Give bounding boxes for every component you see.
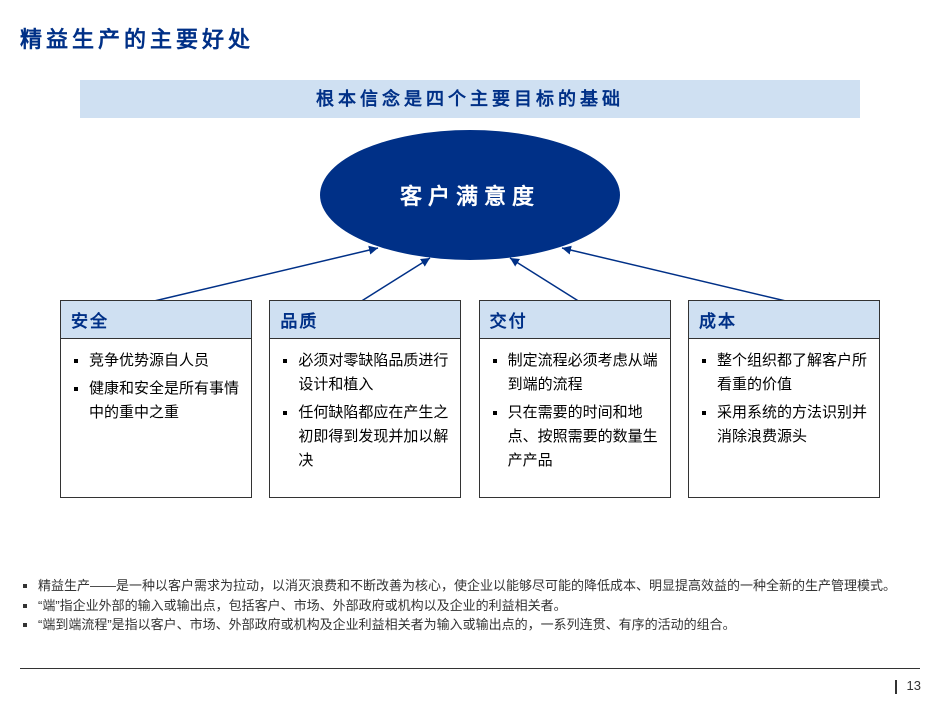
card-safety: 安全 竞争优势源自人员 健康和安全是所有事情中的重中之重	[60, 300, 252, 498]
card-item: 任何缺陷都应在产生之初即得到发现并加以解决	[298, 401, 450, 473]
card-item: 整个组织都了解客户所看重的价值	[717, 349, 869, 397]
card-delivery: 交付 制定流程必须考虑从端到端的流程 只在需要的时间和地点、按照需要的数量生产产…	[479, 300, 671, 498]
banner-box: 根本信念是四个主要目标的基础	[80, 80, 860, 118]
page-number: 13	[895, 678, 921, 694]
card-body: 必须对零缺陷品质进行设计和植入 任何缺陷都应在产生之初即得到发现并加以解决	[270, 339, 460, 497]
card-item: 只在需要的时间和地点、按照需要的数量生产产品	[508, 401, 660, 473]
card-body: 竞争优势源自人员 健康和安全是所有事情中的重中之重	[61, 339, 251, 449]
arrow-line	[562, 248, 790, 302]
slide-title: 精益生产的主要好处	[20, 22, 254, 54]
arrow-line	[360, 258, 430, 302]
card-item: 采用系统的方法识别并消除浪费源头	[717, 401, 869, 449]
arrow-line	[510, 258, 580, 302]
footnote-item: “端到端流程”是指以客户、市场、外部政府或机构及企业利益相关者为输入或输出点的，…	[38, 615, 920, 635]
card-body: 制定流程必须考虑从端到端的流程 只在需要的时间和地点、按照需要的数量生产产品	[480, 339, 670, 497]
card-header: 品质	[270, 301, 460, 339]
bottom-divider	[20, 668, 920, 669]
center-ellipse-label: 客户满意度	[400, 179, 540, 211]
card-header: 交付	[480, 301, 670, 339]
center-ellipse: 客户满意度	[320, 130, 620, 260]
card-item: 竞争优势源自人员	[89, 349, 241, 373]
page-separator-icon	[895, 680, 897, 694]
card-cost: 成本 整个组织都了解客户所看重的价值 采用系统的方法识别并消除浪费源头	[688, 300, 880, 498]
card-item: 必须对零缺陷品质进行设计和植入	[298, 349, 450, 397]
cards-row: 安全 竞争优势源自人员 健康和安全是所有事情中的重中之重 品质 必须对零缺陷品质…	[60, 300, 880, 498]
card-item: 制定流程必须考虑从端到端的流程	[508, 349, 660, 397]
card-body: 整个组织都了解客户所看重的价值 采用系统的方法识别并消除浪费源头	[689, 339, 879, 473]
card-item: 健康和安全是所有事情中的重中之重	[89, 377, 241, 425]
card-header: 成本	[689, 301, 879, 339]
card-quality: 品质 必须对零缺陷品质进行设计和植入 任何缺陷都应在产生之初即得到发现并加以解决	[269, 300, 461, 498]
card-header: 安全	[61, 301, 251, 339]
footnote-item: “端”指企业外部的输入或输出点，包括客户、市场、外部政府或机构以及企业的利益相关…	[38, 596, 920, 616]
footnote-item: 精益生产——是一种以客户需求为拉动，以消灭浪费和不断改善为核心，使企业以能够尽可…	[38, 576, 920, 596]
page-number-value: 13	[907, 678, 921, 693]
arrow-line	[150, 248, 378, 302]
footnotes: 精益生产——是一种以客户需求为拉动，以消灭浪费和不断改善为核心，使企业以能够尽可…	[20, 576, 920, 635]
